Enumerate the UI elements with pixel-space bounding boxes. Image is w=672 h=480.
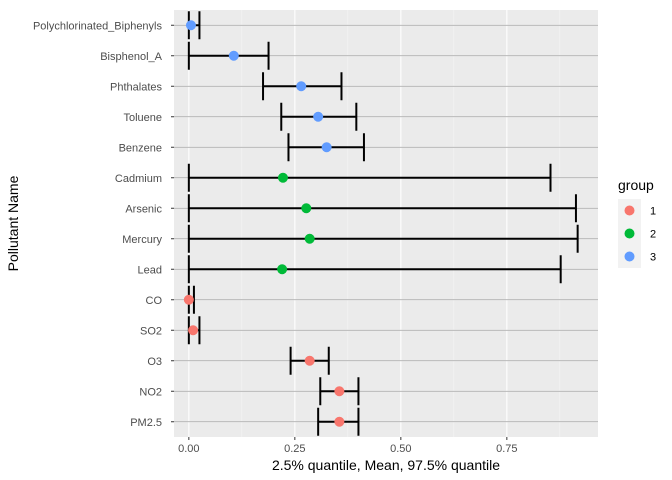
x-tick-label: 0.00 (178, 443, 199, 455)
plot-panel (174, 10, 598, 437)
y-tick-label: Bisphenol_A (100, 51, 162, 63)
y-tick-label: PM2.5 (130, 417, 162, 429)
legend-key-point (624, 228, 635, 239)
legend: group 1 2 3 (618, 177, 656, 268)
mean-points (183, 20, 345, 427)
legend-label: 3 (650, 252, 656, 264)
x-axis-title: 2.5% quantile, Mean, 97.5% quantile (272, 457, 500, 473)
y-tick-label: Phthalates (110, 81, 162, 93)
error-bar (187, 194, 577, 223)
mean-point (304, 355, 315, 366)
legend-label: 2 (650, 229, 656, 241)
mean-point (334, 416, 345, 427)
mean-point (228, 50, 239, 61)
x-tick-label: 0.50 (390, 443, 411, 455)
legend-key-point (624, 251, 635, 262)
mean-point (188, 325, 199, 336)
y-tick-label: NO2 (139, 386, 162, 398)
error-bar (187, 163, 552, 192)
mean-point (334, 386, 345, 397)
y-tick-label: Polychlorinated_Biphenyls (33, 20, 163, 32)
mean-point (296, 81, 307, 92)
mean-point (304, 233, 315, 244)
mean-point (185, 20, 196, 31)
panel-background (174, 10, 598, 437)
y-tick-label: CO (146, 295, 163, 307)
y-axis-title: Pollutant Name (5, 175, 21, 271)
mean-point (321, 142, 332, 153)
error-bar (187, 255, 562, 284)
mean-point (277, 172, 288, 183)
mean-point (277, 264, 288, 275)
y-tick-label: SO2 (140, 325, 162, 337)
y-tick-label: O3 (147, 356, 162, 368)
legend-key-point (624, 205, 635, 216)
y-tick-label: Cadmium (115, 173, 162, 185)
x-tick-label: 0.25 (284, 443, 305, 455)
y-tick-label: Benzene (119, 142, 162, 154)
mean-point (301, 203, 312, 214)
y-tick-label: Lead (138, 264, 162, 276)
x-tick-label: 0.75 (496, 443, 517, 455)
error-bars (187, 11, 579, 436)
y-tick-label: Arsenic (125, 203, 162, 215)
y-tick-label: Toluene (123, 112, 162, 124)
mean-point (313, 111, 324, 122)
legend-label: 1 (650, 206, 656, 218)
y-tick-label: Mercury (122, 234, 162, 246)
legend-title: group (618, 177, 654, 193)
y-tick-labels: Polychlorinated_Biphenyls Bisphenol_A Phth… (33, 20, 174, 429)
error-bar (187, 224, 579, 253)
error-bar (187, 41, 270, 70)
mean-point (183, 294, 194, 305)
x-tick-labels: 0.00 0.25 0.50 0.75 (178, 437, 518, 455)
